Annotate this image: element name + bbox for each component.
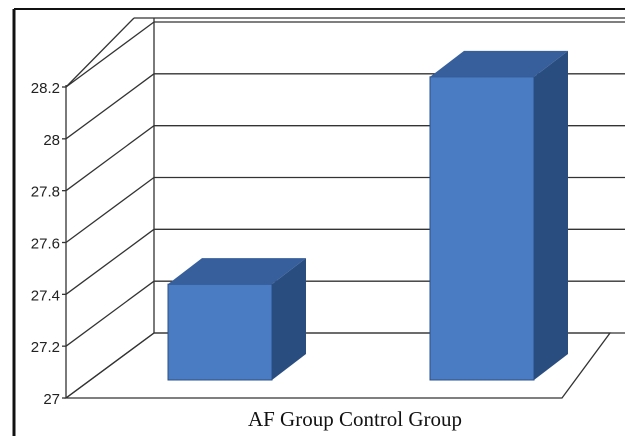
bar-side — [272, 258, 306, 380]
gridline-diagonal — [65, 125, 155, 192]
y-tick-label: 27 — [43, 391, 60, 408]
gridline-top-diagonal — [65, 17, 135, 88]
y-tick-label: 27.2 — [31, 339, 60, 356]
y-tick-label: 27.8 — [31, 184, 60, 201]
y-tick-label: 28.2 — [31, 80, 60, 97]
category-axis-label: AF Group Control Group — [248, 407, 462, 431]
y-tick-label: 27.4 — [31, 287, 60, 304]
bar-front — [167, 283, 273, 381]
bar-top — [430, 50, 568, 77]
y-tick-label: 27.6 — [31, 236, 60, 253]
bar-side — [534, 50, 568, 381]
gridline-diagonal — [65, 280, 155, 347]
bar-1 — [167, 258, 306, 381]
gridline-diagonal — [65, 21, 155, 88]
bar-front — [429, 76, 535, 381]
bars — [167, 50, 568, 381]
y-tick-label: 28 — [43, 132, 60, 149]
bar-top — [168, 258, 306, 285]
gridline-diagonal — [65, 228, 155, 295]
gridline-diagonal — [65, 176, 155, 244]
gridline-diagonal — [65, 73, 155, 140]
y-axis-ticks: 27 27.2 27.4 27.6 27.8 28 28.2 — [31, 80, 66, 408]
floor-outline — [64, 332, 612, 399]
bar-2 — [429, 50, 568, 381]
chart-frame — [12, 8, 625, 436]
